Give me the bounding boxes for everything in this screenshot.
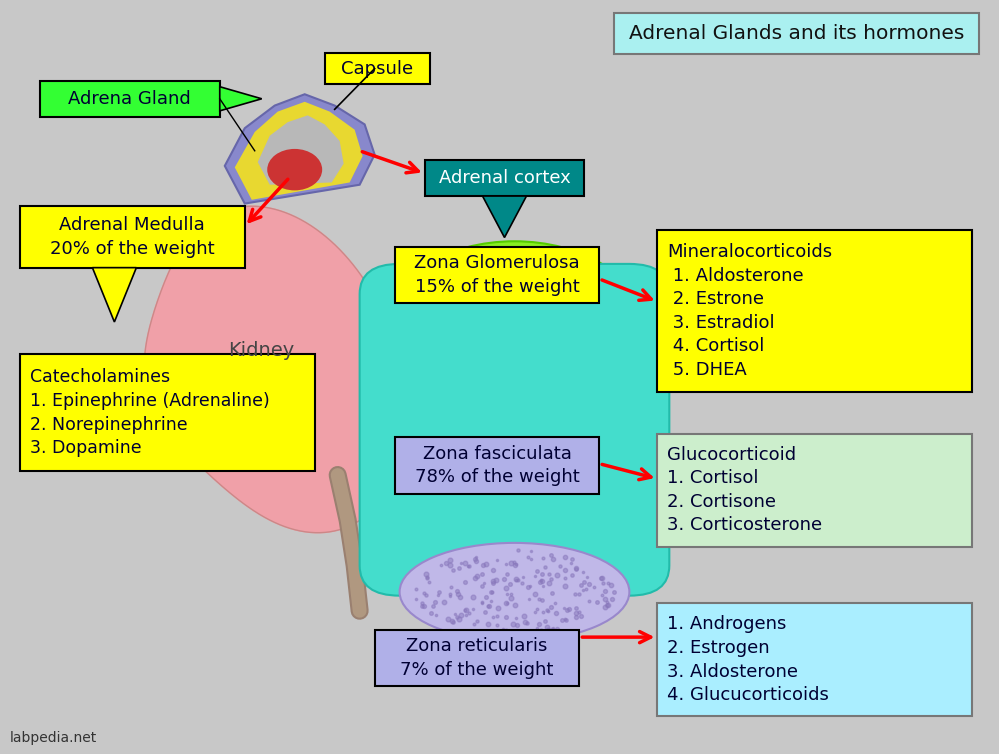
Text: Zona fasciculata
78% of the weight: Zona fasciculata 78% of the weight	[415, 445, 579, 486]
FancyBboxPatch shape	[325, 53, 430, 84]
FancyBboxPatch shape	[40, 81, 220, 117]
Ellipse shape	[390, 241, 639, 400]
Text: Adrenal Medulla
20% of the weight: Adrenal Medulla 20% of the weight	[50, 216, 215, 258]
Text: Kidney: Kidney	[229, 341, 295, 360]
Text: Catecholamines
1. Epinephrine (Adrenaline)
2. Norepinephrine
3. Dopamine: Catecholamines 1. Epinephrine (Adrenalin…	[30, 369, 270, 457]
Ellipse shape	[267, 149, 322, 191]
FancyBboxPatch shape	[395, 437, 599, 494]
Text: Adrenal cortex: Adrenal cortex	[439, 169, 570, 187]
FancyBboxPatch shape	[20, 354, 315, 471]
Text: Zona Glomerulosa
15% of the weight: Zona Glomerulosa 15% of the weight	[415, 254, 579, 296]
Polygon shape	[483, 196, 526, 238]
Polygon shape	[144, 206, 406, 533]
Text: Glucocorticoid
1. Cortisol
2. Cortisone
3. Corticosterone: Glucocorticoid 1. Cortisol 2. Cortisone …	[667, 446, 822, 535]
Text: Capsule: Capsule	[341, 60, 414, 78]
Polygon shape	[225, 94, 375, 204]
Polygon shape	[220, 87, 262, 111]
Polygon shape	[235, 102, 363, 200]
FancyBboxPatch shape	[375, 630, 579, 686]
Text: 1. Androgens
2. Estrogen
3. Aldosterone
4. Glucucorticoids: 1. Androgens 2. Estrogen 3. Aldosterone …	[667, 615, 829, 704]
FancyBboxPatch shape	[657, 230, 972, 392]
Text: Adrenal Glands and its hormones: Adrenal Glands and its hormones	[629, 24, 964, 43]
Ellipse shape	[400, 543, 629, 641]
FancyBboxPatch shape	[614, 13, 979, 54]
Text: labpedia.net: labpedia.net	[10, 731, 97, 745]
Text: Adrena Gland: Adrena Gland	[69, 90, 191, 108]
FancyBboxPatch shape	[360, 264, 669, 596]
FancyBboxPatch shape	[425, 160, 584, 196]
Text: Zona reticularis
7% of the weight: Zona reticularis 7% of the weight	[401, 637, 553, 679]
Polygon shape	[258, 115, 344, 185]
FancyBboxPatch shape	[657, 434, 972, 547]
Polygon shape	[92, 268, 136, 322]
FancyBboxPatch shape	[395, 247, 599, 303]
FancyBboxPatch shape	[20, 206, 245, 268]
Text: Mineralocorticoids
 1. Aldosterone
 2. Estrone
 3. Estradiol
 4. Cortisol
 5. DH: Mineralocorticoids 1. Aldosterone 2. Est…	[667, 243, 832, 379]
FancyBboxPatch shape	[657, 603, 972, 716]
